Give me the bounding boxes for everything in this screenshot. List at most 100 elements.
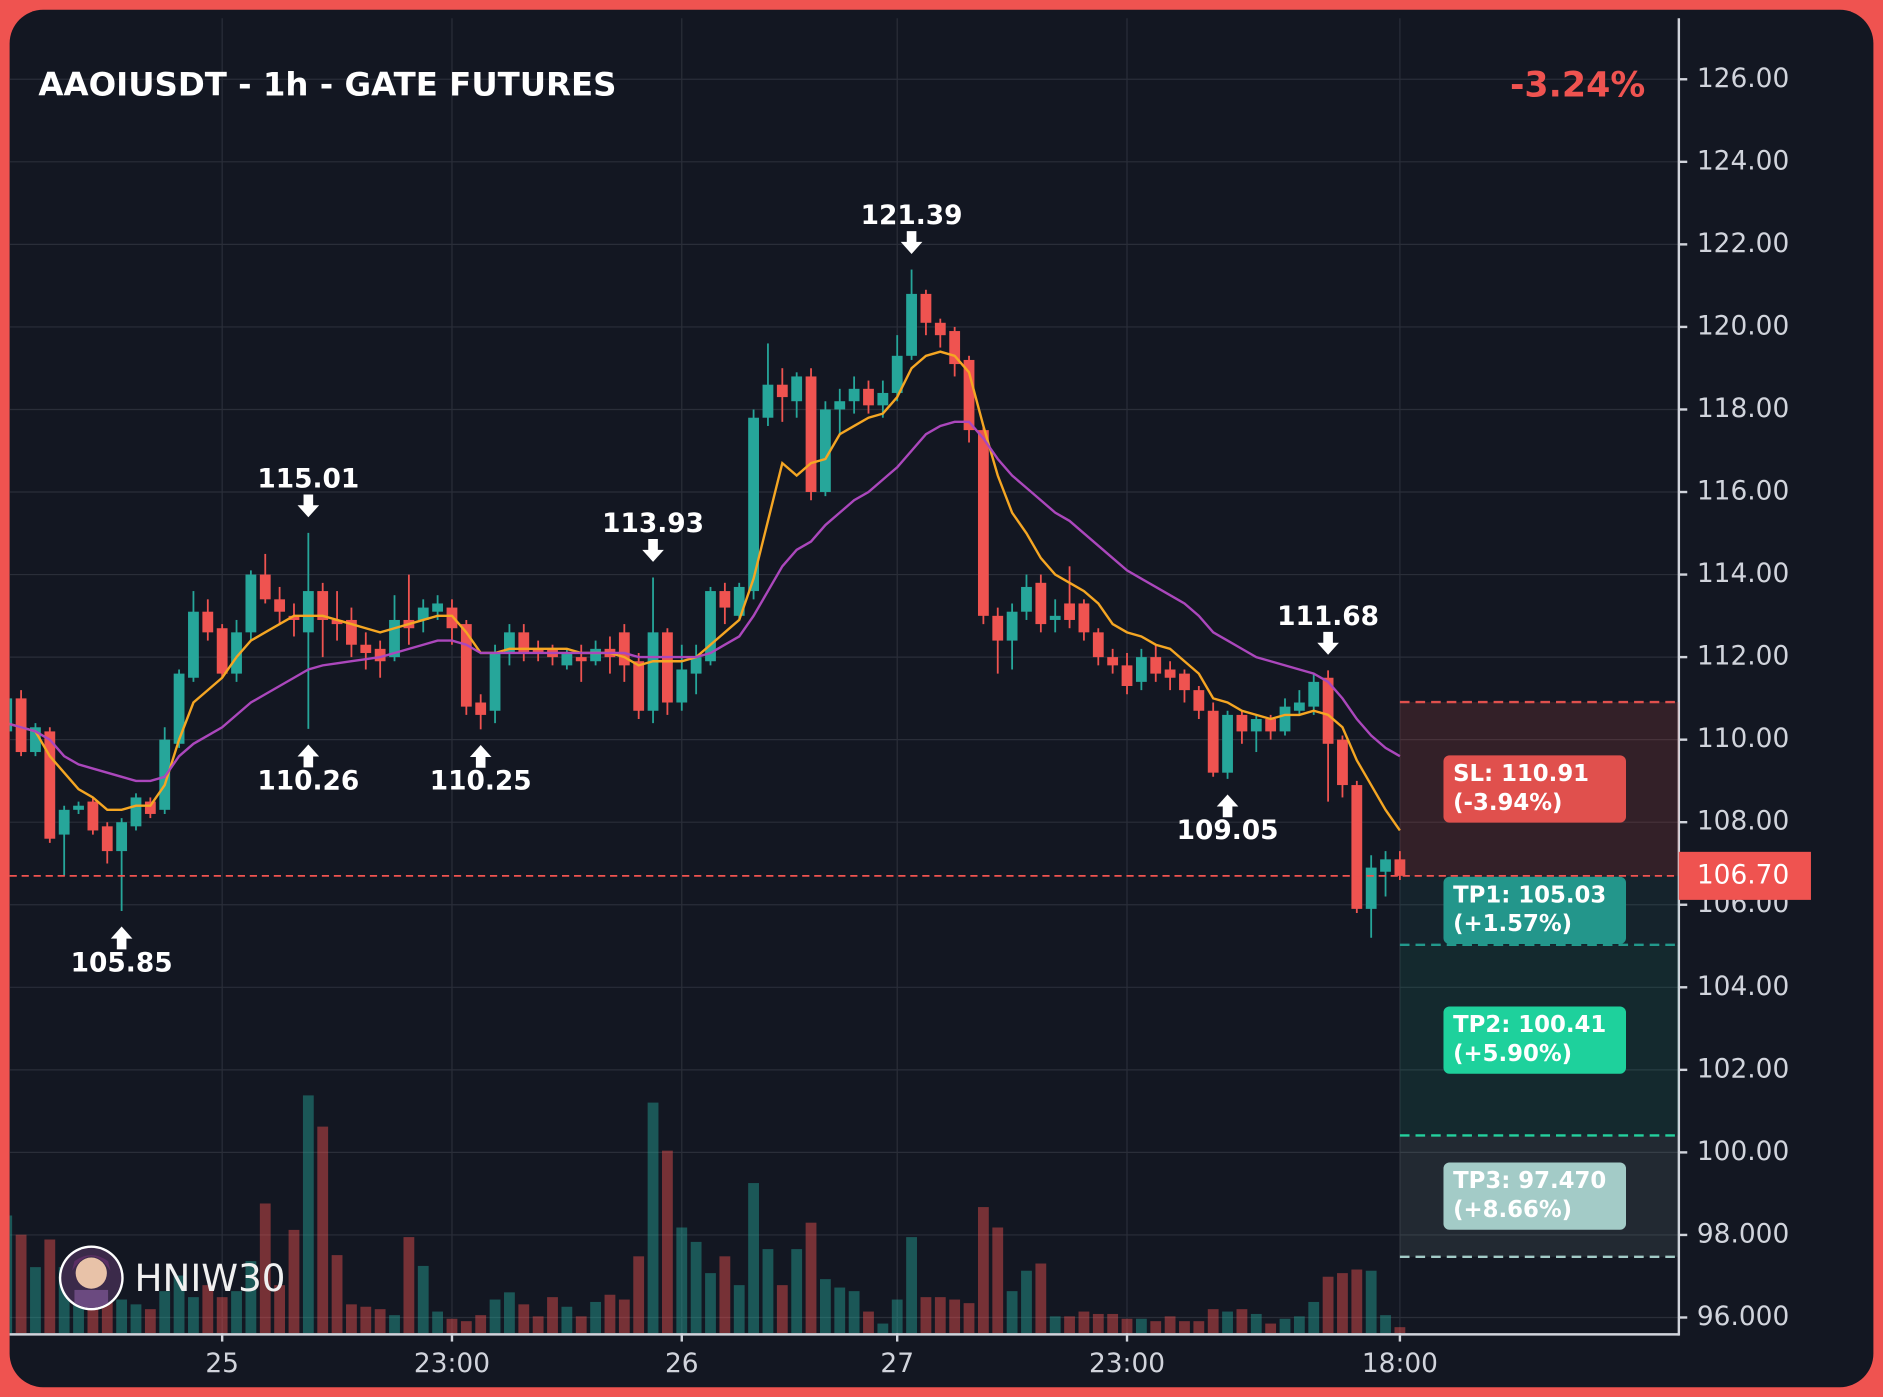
- candle-body: [791, 376, 803, 402]
- volume-bar: [216, 1297, 228, 1334]
- candle-body: [705, 591, 716, 662]
- candle-body: [116, 822, 128, 852]
- pivot-arrow: [297, 494, 320, 518]
- grid: [9, 18, 1679, 1334]
- candle-body: [1207, 710, 1219, 773]
- volume-bar: [30, 1267, 41, 1334]
- candle-body: [1250, 719, 1262, 732]
- level-badge: [1443, 1006, 1627, 1074]
- y-tick-label: 96.000: [1697, 1301, 1789, 1332]
- volume-bar: [834, 1287, 846, 1334]
- volume-bar: [791, 1249, 803, 1334]
- candle-body: [1107, 657, 1119, 666]
- plot-area: [9, 269, 1406, 1334]
- axes: 96.00098.000100.00102.00104.00106.00108.…: [205, 63, 1789, 1379]
- volume-bar: [302, 1095, 314, 1334]
- volume-bar: [9, 1215, 13, 1334]
- volume-bar: [274, 1285, 286, 1334]
- volume-bar: [188, 1297, 199, 1334]
- candle-body: [690, 657, 702, 674]
- candle-body: [920, 293, 932, 323]
- volume-bar: [934, 1297, 946, 1334]
- volume-bar: [403, 1237, 415, 1334]
- level-change: (+8.66%): [1453, 1197, 1572, 1223]
- candle-body: [934, 322, 946, 336]
- volume-bar: [101, 1285, 113, 1334]
- volume-bar: [518, 1304, 530, 1334]
- candle-body: [432, 603, 444, 612]
- candle-body: [590, 648, 601, 662]
- candle-body: [963, 359, 975, 431]
- volume-bar: [1006, 1291, 1018, 1334]
- candle-body: [1064, 603, 1075, 620]
- candle-body: [1222, 714, 1233, 773]
- x-tick-label: 26: [665, 1348, 699, 1379]
- candle-body: [87, 801, 99, 831]
- volume-bar: [805, 1222, 817, 1334]
- y-tick-label: 118.00: [1697, 393, 1789, 424]
- volume-bar: [1308, 1301, 1320, 1334]
- avatar-body: [74, 1289, 109, 1308]
- volume-bar: [1150, 1321, 1162, 1334]
- volume-bar: [317, 1126, 329, 1334]
- pivot-low-label: 110.26: [257, 765, 359, 796]
- volume-bar: [647, 1102, 659, 1334]
- y-tick-label: 116.00: [1697, 476, 1789, 507]
- volume-bar: [532, 1316, 544, 1334]
- candle-body: [1265, 719, 1277, 732]
- pivot-low-label: 109.05: [1177, 815, 1279, 846]
- candle-body: [863, 388, 874, 406]
- y-tick-label: 98.000: [1697, 1218, 1789, 1249]
- volume-bar: [489, 1299, 501, 1334]
- volume-bar: [1035, 1263, 1047, 1334]
- volume-bar: [346, 1304, 357, 1334]
- candle-body: [776, 384, 788, 398]
- volume-bar: [662, 1150, 673, 1334]
- change-label: -3.24%: [1510, 66, 1645, 106]
- y-tick-label: 102.00: [1697, 1053, 1789, 1084]
- candle-body: [1135, 657, 1147, 682]
- candle-body: [1322, 677, 1334, 744]
- volume-bar: [719, 1256, 731, 1334]
- candle-body: [676, 669, 688, 703]
- volume-bar: [1135, 1318, 1147, 1334]
- volume-bar: [231, 1291, 242, 1334]
- candle-body: [848, 388, 860, 402]
- candle-body: [1236, 714, 1248, 732]
- level-badge: [1443, 755, 1627, 823]
- candle-body: [346, 619, 357, 645]
- candle-body: [618, 632, 630, 666]
- volume-bar: [116, 1299, 128, 1334]
- candle-body: [173, 673, 185, 744]
- volume-bar: [202, 1285, 214, 1334]
- level-change: (+5.90%): [1453, 1041, 1572, 1067]
- candle-body: [733, 586, 745, 616]
- candle-body: [288, 615, 300, 620]
- candle-body: [1193, 690, 1205, 711]
- volume-bar: [144, 1309, 156, 1334]
- candle-body: [1021, 586, 1032, 612]
- candle-body: [805, 376, 817, 493]
- candle-body: [819, 409, 831, 493]
- x-tick-label: 25: [205, 1348, 239, 1379]
- pivot-arrow: [297, 744, 320, 768]
- y-tick-label: 110.00: [1697, 723, 1789, 754]
- level-label: TP3: 97.470: [1453, 1168, 1606, 1194]
- volume-bar: [848, 1291, 860, 1334]
- volume-bar: [288, 1229, 300, 1334]
- candle-body: [906, 293, 917, 356]
- candle-body: [101, 826, 113, 852]
- candle-body: [1279, 706, 1291, 732]
- volume-bar: [863, 1311, 874, 1334]
- volume-bar: [1265, 1323, 1277, 1334]
- candle-body: [1078, 603, 1090, 633]
- candle-body: [1308, 681, 1320, 707]
- pivot-arrow: [642, 539, 664, 562]
- pivot-arrow: [1317, 631, 1339, 655]
- level-label: TP1: 105.03: [1453, 882, 1606, 908]
- volume-bar: [561, 1306, 573, 1334]
- volume-bar: [590, 1301, 601, 1334]
- candle-body: [633, 661, 645, 711]
